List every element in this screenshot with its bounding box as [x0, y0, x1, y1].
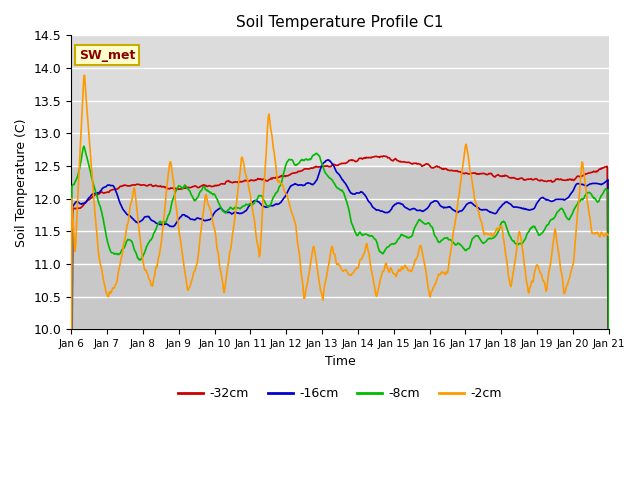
Y-axis label: Soil Temperature (C): Soil Temperature (C): [15, 118, 28, 247]
Title: Soil Temperature Profile C1: Soil Temperature Profile C1: [236, 15, 444, 30]
Bar: [71, 36, 609, 166]
Legend: -32cm, -16cm, -8cm, -2cm: -32cm, -16cm, -8cm, -2cm: [173, 383, 506, 406]
X-axis label: Time: Time: [324, 355, 355, 368]
Text: SW_met: SW_met: [79, 48, 136, 61]
